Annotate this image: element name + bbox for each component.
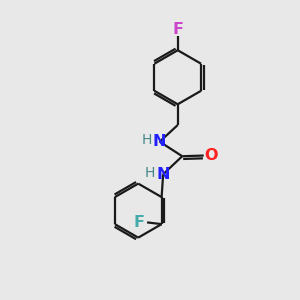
- Text: H: H: [141, 133, 152, 147]
- Text: F: F: [172, 22, 183, 37]
- Text: O: O: [205, 148, 218, 163]
- Text: N: N: [153, 134, 166, 149]
- Text: F: F: [134, 215, 145, 230]
- Text: H: H: [145, 166, 155, 180]
- Text: N: N: [156, 167, 170, 182]
